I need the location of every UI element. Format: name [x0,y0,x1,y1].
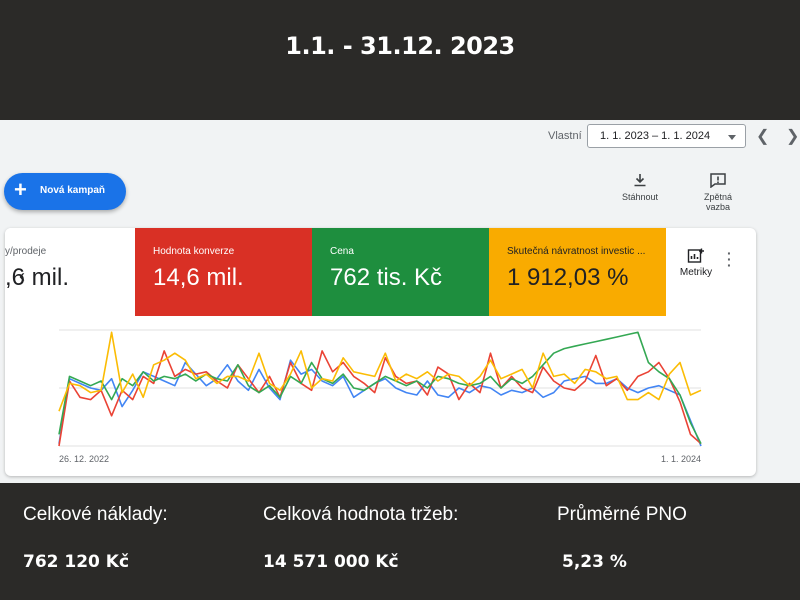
chevron-left-icon[interactable]: ❮ [756,128,770,145]
page-title: 1.1. - 31.12. 2023 [285,32,515,60]
performance-line-chart: 26. 12. 2022 1. 1. 2024 [58,329,702,464]
ads-dashboard-screenshot: Vlastní 1. 1. 2023 – 1. 1. 2024 ❮ ❯ + No… [0,120,800,483]
stat-total-revenue: Celková hodnota tržeb: [263,504,458,526]
download-label: Stáhnout [621,192,659,202]
metric-value: ,6 mil. [5,264,70,291]
stat-label: Celkové náklady: [23,504,168,525]
stat-value-costs: 762 120 Kč [23,552,130,572]
date-range-value: 1. 1. 2023 – 1. 1. 2024 [600,130,711,142]
metric-label: Cena [330,246,354,257]
metric-tile-sales[interactable]: y/prodeje ,6 mil. [5,228,135,316]
download-icon [634,174,646,187]
series-line-0 [58,359,702,447]
stat-average-pno: Průměrné PNO [557,504,687,526]
metric-tile-cost[interactable]: Cena 762 tis. Kč [312,228,489,316]
new-campaign-button[interactable]: + Nová kampaň [4,173,126,210]
dropdown-arrow-icon [728,135,736,140]
metric-value: 14,6 mil. [153,264,244,291]
more-vert-icon[interactable]: · · · [727,245,732,273]
stat-value-revenue: 14 571 000 Kč [263,552,399,572]
date-range-label: Vlastní [548,130,582,142]
metrics-label: Metriky [679,267,713,278]
stat-total-costs: Celkové náklady: [23,504,168,526]
stat-label: Celková hodnota tržeb: [263,504,459,525]
download-button[interactable]: Stáhnout [612,172,668,202]
metrics-button[interactable]: Metriky [673,248,719,278]
plus-icon: + [14,177,27,202]
x-tick-label-end: 1. 1. 2024 [661,454,701,464]
feedback-button[interactable]: Zpětná vazba [692,172,744,212]
chevron-left-icon[interactable]: ‹ [19,266,25,286]
chart-add-icon [687,248,704,263]
metric-value: 1 912,03 % [507,264,629,291]
feedback-label-line2: vazba [705,202,731,212]
series-line-2 [58,331,702,445]
series-line-3 [58,331,702,412]
metric-tile-conversion-value[interactable]: Hodnota konverze 14,6 mil. [135,228,312,316]
feedback-label-line1: Zpětná [703,192,733,202]
metric-label: Skutečná návratnost investic ... [507,246,646,257]
metric-label: y/prodeje [5,246,47,257]
stat-label: Průměrné PNO [557,504,687,525]
new-campaign-label: Nová kampaň [40,185,106,196]
series-line-1 [58,350,702,447]
metric-tile-roas[interactable]: Skutečná návratnost investic ... 1 912,0… [489,228,666,316]
metric-value: 762 tis. Kč [330,264,443,291]
chevron-right-icon[interactable]: ❯ [786,128,800,145]
stat-value-pno: 5,23 % [562,552,627,572]
x-tick-label-start: 26. 12. 2022 [59,454,109,464]
date-range-select[interactable]: 1. 1. 2023 – 1. 1. 2024 [587,124,746,148]
feedback-icon [710,173,726,188]
performance-card: y/prodeje ,6 mil. ‹ Hodnota konverze 14,… [5,228,756,476]
metric-label: Hodnota konverze [153,246,235,257]
